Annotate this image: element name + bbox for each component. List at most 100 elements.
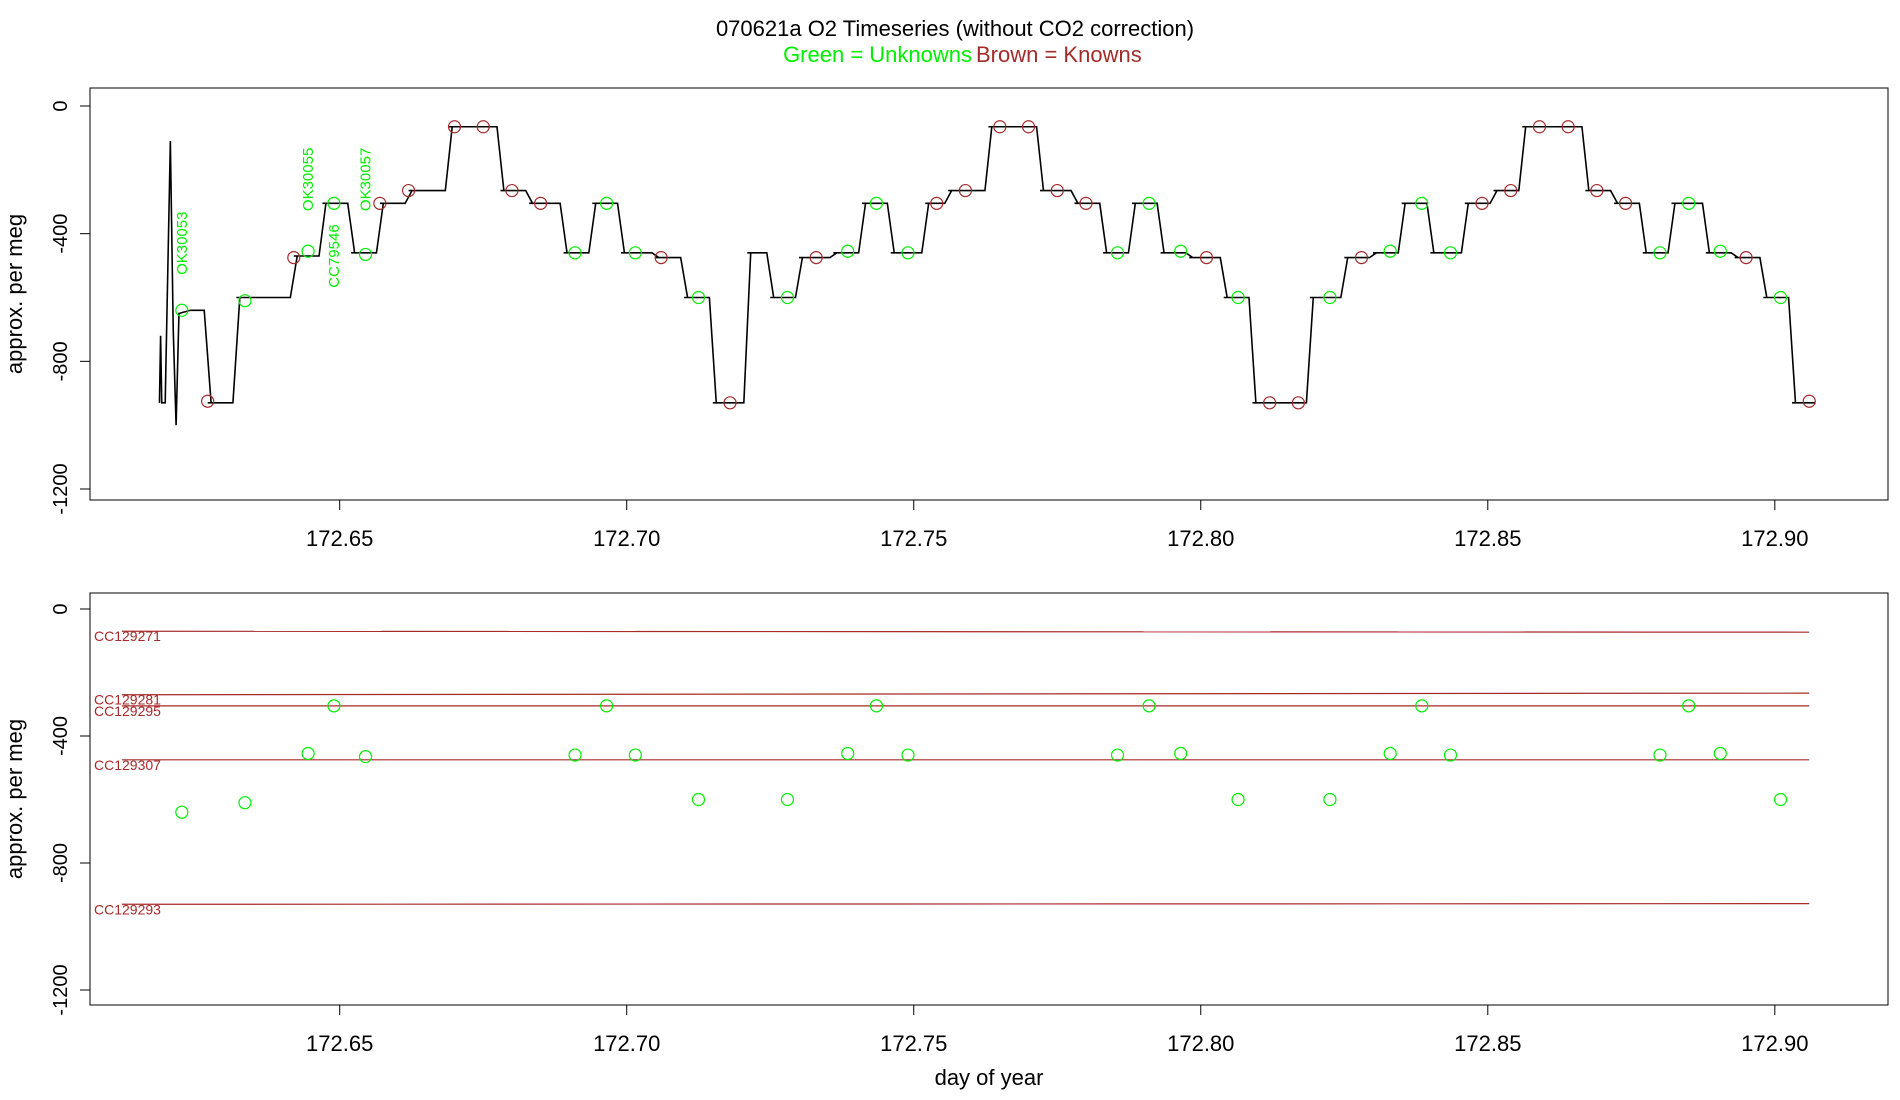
x-tick-label: 172.75 bbox=[880, 526, 947, 551]
unknown-point bbox=[1713, 244, 1727, 258]
unknown-point bbox=[1323, 792, 1337, 807]
unknown-point bbox=[1110, 748, 1125, 762]
unknown-point bbox=[1773, 792, 1788, 807]
unknown-point bbox=[1443, 748, 1458, 762]
reference-line bbox=[121, 692, 1810, 696]
unknown-point bbox=[780, 792, 795, 807]
known-point bbox=[1618, 196, 1633, 210]
reference-line-label: CC129307 bbox=[94, 757, 161, 773]
unknown-point bbox=[175, 303, 189, 317]
unknown-point bbox=[1653, 748, 1667, 762]
known-point bbox=[993, 120, 1007, 134]
unknown-point bbox=[1443, 246, 1458, 260]
unknown-point bbox=[175, 805, 189, 819]
known-point bbox=[287, 251, 301, 265]
y-tick-label: -400 bbox=[50, 214, 72, 254]
reference-line bbox=[121, 630, 1810, 633]
reference-line-label: CC129293 bbox=[94, 901, 161, 917]
x-tick-label: 172.85 bbox=[1454, 1031, 1521, 1056]
unknown-point bbox=[327, 699, 341, 713]
known-point bbox=[958, 183, 973, 198]
unknown-point bbox=[1682, 196, 1696, 210]
unknown-point bbox=[901, 246, 915, 260]
unknown-point bbox=[1174, 244, 1188, 258]
unknown-point bbox=[1174, 746, 1188, 761]
unknown-point bbox=[238, 796, 252, 810]
legend-unknowns: Green = Unknowns bbox=[783, 42, 972, 67]
plot-frame bbox=[89, 592, 1889, 1006]
unknown-point bbox=[628, 246, 642, 260]
x-tick-label: 172.75 bbox=[880, 1031, 947, 1056]
known-point bbox=[476, 120, 490, 134]
sample-annotation: OK30057 bbox=[358, 148, 375, 211]
unknown-point bbox=[327, 196, 341, 210]
known-point bbox=[1021, 120, 1036, 134]
known-point bbox=[1475, 196, 1489, 210]
x-tick-label: 172.65 bbox=[306, 1031, 373, 1056]
y-tick-label: 0 bbox=[50, 100, 72, 111]
y-tick-label: 0 bbox=[50, 603, 72, 614]
unknown-point bbox=[691, 792, 706, 807]
known-point bbox=[1199, 251, 1214, 265]
unknown-point bbox=[901, 748, 915, 762]
known-point bbox=[1739, 251, 1753, 265]
known-point bbox=[1050, 183, 1064, 198]
sample-annotation: OK30055 bbox=[300, 148, 317, 211]
known-point bbox=[505, 183, 519, 198]
x-tick-label: 172.90 bbox=[1741, 1031, 1808, 1056]
x-tick-label: 172.70 bbox=[593, 526, 660, 551]
known-point bbox=[1802, 394, 1816, 408]
sample-annotation: OK30053 bbox=[174, 212, 191, 275]
unknown-point bbox=[628, 748, 642, 762]
unknown-point bbox=[600, 196, 614, 210]
known-point bbox=[1263, 396, 1277, 410]
unknown-point bbox=[869, 196, 884, 210]
unknown-point bbox=[1142, 699, 1156, 713]
unknown-point bbox=[238, 294, 252, 308]
unknown-point bbox=[869, 699, 884, 713]
o2-timeseries-line bbox=[158, 125, 1816, 426]
legend-knowns: Brown = Knowns bbox=[976, 42, 1142, 67]
known-point bbox=[401, 183, 416, 198]
reference-line bbox=[121, 903, 1810, 905]
unknown-point bbox=[691, 290, 706, 305]
unknown-point bbox=[301, 746, 315, 761]
unknown-point bbox=[1142, 196, 1156, 210]
known-point bbox=[930, 196, 944, 210]
known-point bbox=[1354, 251, 1369, 265]
unknown-point bbox=[1231, 290, 1245, 305]
known-point bbox=[373, 196, 387, 210]
x-tick-label: 172.85 bbox=[1454, 526, 1521, 551]
reference-line-label: CC129295 bbox=[94, 703, 161, 719]
y-tick-label: -1200 bbox=[50, 964, 72, 1015]
known-point bbox=[1079, 196, 1093, 210]
reference-line-label: CC129271 bbox=[94, 628, 161, 644]
x-tick-label: 172.80 bbox=[1167, 1031, 1234, 1056]
unknown-point bbox=[1773, 290, 1788, 305]
plot-frame bbox=[89, 87, 1889, 501]
known-point bbox=[723, 396, 737, 410]
unknown-point bbox=[1383, 746, 1397, 761]
unknown-point bbox=[568, 748, 582, 762]
known-point bbox=[654, 251, 668, 265]
unknown-point bbox=[301, 244, 315, 258]
reference-line-label: CC129281 bbox=[94, 692, 161, 708]
x-tick-label: 172.65 bbox=[306, 526, 373, 551]
x-tick-label: 172.90 bbox=[1741, 526, 1808, 551]
unknown-point bbox=[780, 290, 795, 305]
y-tick-label: -800 bbox=[50, 843, 72, 883]
unknown-point bbox=[568, 246, 582, 260]
unknown-point bbox=[1415, 699, 1429, 713]
known-point bbox=[1532, 120, 1547, 134]
unknown-point bbox=[358, 247, 373, 262]
known-point bbox=[1561, 120, 1575, 134]
y-axis-label: approx. per meg bbox=[2, 214, 27, 374]
unknown-point bbox=[1682, 699, 1696, 713]
known-point bbox=[534, 196, 548, 210]
unknown-point bbox=[1383, 244, 1397, 258]
y-tick-label: -400 bbox=[50, 716, 72, 756]
unknown-point bbox=[1653, 246, 1667, 260]
y-tick-label: -1200 bbox=[50, 463, 72, 514]
sample-annotation: CC79546 bbox=[326, 224, 343, 287]
